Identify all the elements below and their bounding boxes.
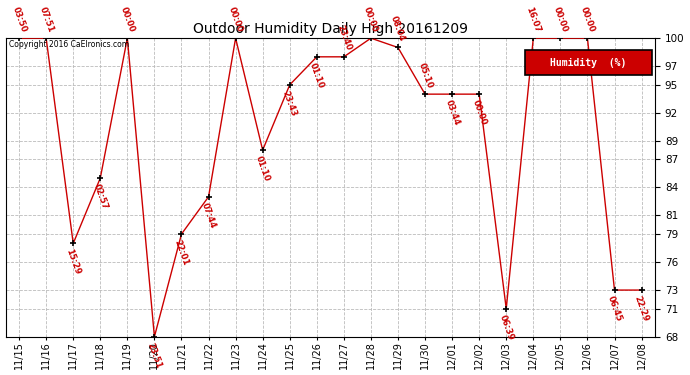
- Text: 07:51: 07:51: [37, 5, 55, 33]
- Text: 03:50: 03:50: [10, 6, 28, 33]
- Text: 23:51: 23:51: [146, 341, 164, 370]
- Text: Humidity  (%): Humidity (%): [551, 58, 627, 68]
- Text: 02:57: 02:57: [92, 183, 109, 211]
- Text: 16:07: 16:07: [524, 5, 542, 33]
- Text: 00:00: 00:00: [362, 6, 380, 33]
- Text: Copyright 2016 CaElronics.com: Copyright 2016 CaElronics.com: [9, 40, 129, 49]
- Text: 08:04: 08:04: [389, 15, 406, 43]
- Text: 00:00: 00:00: [227, 6, 244, 33]
- Text: 06:39: 06:39: [497, 314, 515, 341]
- FancyBboxPatch shape: [525, 50, 652, 75]
- Text: 23:43: 23:43: [281, 90, 299, 118]
- Text: 07:44: 07:44: [200, 201, 217, 229]
- Title: Outdoor Humidity Daily High 20161209: Outdoor Humidity Daily High 20161209: [193, 22, 468, 36]
- Text: 06:45: 06:45: [606, 295, 623, 323]
- Text: 00:00: 00:00: [119, 6, 136, 33]
- Text: 00:00: 00:00: [579, 6, 596, 33]
- Text: 00:00: 00:00: [471, 99, 488, 127]
- Text: 01:10: 01:10: [254, 155, 271, 183]
- Text: 00:00: 00:00: [551, 6, 569, 33]
- Text: 03:44: 03:44: [444, 99, 461, 127]
- Text: 23:40: 23:40: [335, 24, 353, 52]
- Text: 05:10: 05:10: [416, 62, 434, 90]
- Text: 22:01: 22:01: [172, 239, 190, 267]
- Text: 15:29: 15:29: [64, 248, 82, 276]
- Text: 01:10: 01:10: [308, 62, 326, 90]
- Text: 22:29: 22:29: [633, 295, 651, 323]
